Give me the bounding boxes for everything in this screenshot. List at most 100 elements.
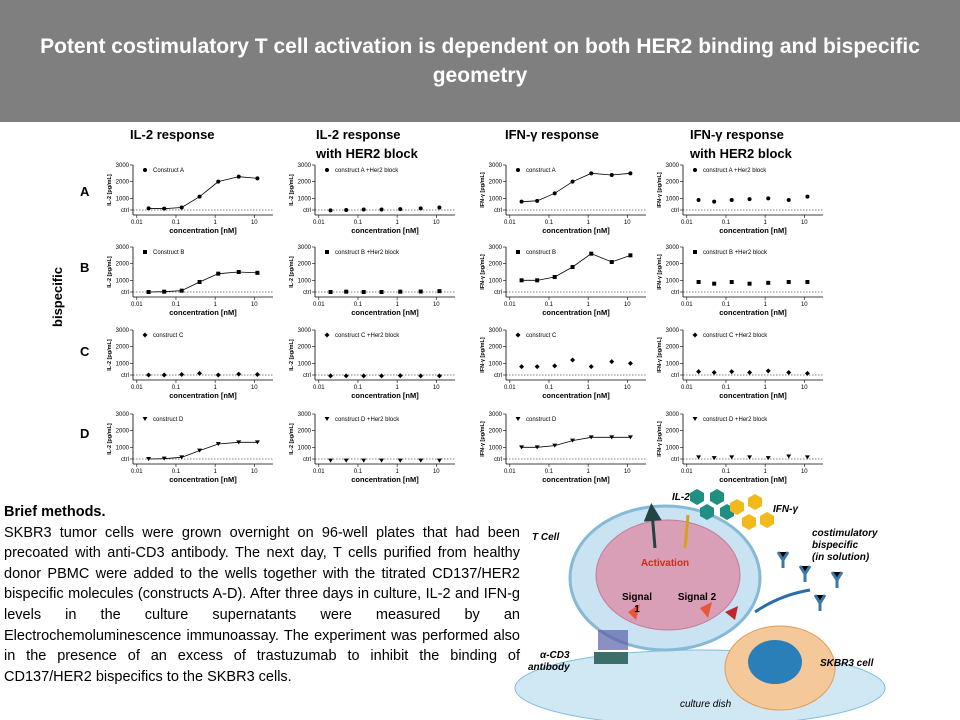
point bbox=[786, 198, 791, 202]
legend: construct C +Her2 block bbox=[703, 333, 768, 339]
x-axis-label: concentration [nM] bbox=[351, 226, 419, 235]
x-tick-label: 0.01 bbox=[504, 302, 516, 308]
legend-marker bbox=[143, 168, 147, 172]
point bbox=[628, 253, 633, 258]
point bbox=[215, 442, 221, 446]
x-tick-label: 10 bbox=[433, 302, 440, 308]
point bbox=[804, 370, 810, 376]
y-tick-label: ctrl bbox=[303, 290, 311, 296]
x-tick-label: 10 bbox=[624, 302, 631, 308]
point bbox=[747, 370, 753, 375]
legend: construct C +Her2 block bbox=[335, 333, 400, 339]
plot: ctrl 1000 2000 3000 0.01 0.1 1 10 concentration … bbox=[480, 412, 646, 484]
legend-marker bbox=[142, 332, 148, 338]
legend-marker bbox=[692, 417, 698, 421]
legend: construct D bbox=[526, 417, 557, 423]
column-header: IFN-γ response bbox=[690, 127, 784, 142]
point bbox=[161, 372, 167, 378]
x-axis-label: concentration [nM] bbox=[542, 226, 610, 235]
point bbox=[398, 289, 403, 294]
point bbox=[628, 171, 633, 176]
point bbox=[729, 198, 734, 202]
x-tick-label: 0.1 bbox=[172, 469, 181, 475]
x-tick-label: 0.1 bbox=[545, 220, 554, 226]
y-tick-label: 1000 bbox=[116, 361, 130, 367]
legend: construct B +Her2 block bbox=[703, 250, 768, 256]
y-tick-label: 1000 bbox=[489, 278, 503, 284]
label: IL-2 bbox=[672, 492, 690, 503]
label: SKBR3 cell bbox=[820, 658, 874, 669]
x-tick-label: 0.01 bbox=[313, 469, 325, 475]
x-tick-label: 1 bbox=[586, 469, 590, 475]
x-tick-label: 10 bbox=[624, 385, 631, 391]
y-tick-label: 3000 bbox=[489, 328, 503, 334]
point bbox=[552, 275, 557, 279]
y-tick-label: 3000 bbox=[298, 163, 312, 169]
point bbox=[343, 458, 349, 463]
point bbox=[766, 196, 771, 201]
point bbox=[805, 280, 810, 284]
x-tick-label: 10 bbox=[251, 469, 258, 475]
x-tick-label: 0.1 bbox=[354, 220, 363, 226]
legend: construct A +Her2 block bbox=[335, 168, 399, 174]
label: bispecific bbox=[812, 540, 859, 551]
point bbox=[747, 281, 752, 286]
plot: ctrl 1000 2000 3000 0.01 0.1 1 10 concentration … bbox=[107, 328, 273, 400]
y-tick-label: 3000 bbox=[298, 328, 312, 334]
y-tick-label: 3000 bbox=[489, 412, 503, 418]
point bbox=[696, 198, 701, 202]
y-tick-label: 1000 bbox=[666, 278, 680, 284]
point bbox=[711, 456, 717, 461]
x-tick-label: 0.01 bbox=[313, 385, 325, 391]
legend: construct A bbox=[526, 168, 556, 174]
plot: ctrl 1000 2000 3000 0.01 0.1 1 10 concentration … bbox=[480, 163, 646, 235]
point bbox=[437, 205, 442, 210]
y-tick-label: ctrl bbox=[494, 290, 502, 296]
legend-marker bbox=[516, 168, 520, 172]
label: culture dish bbox=[680, 699, 732, 710]
point bbox=[236, 270, 241, 274]
y-tick-label: 1000 bbox=[666, 196, 680, 202]
x-tick-label: 0.1 bbox=[722, 469, 731, 475]
label: Signal 2 bbox=[678, 592, 717, 603]
x-tick-label: 1 bbox=[586, 385, 590, 391]
legend-marker bbox=[515, 332, 521, 338]
skbr3-nucleus bbox=[748, 640, 802, 684]
x-tick-label: 10 bbox=[251, 302, 258, 308]
il2-hexagons bbox=[690, 489, 734, 520]
point bbox=[766, 280, 771, 285]
x-tick-label: 0.01 bbox=[681, 469, 693, 475]
row-label: A bbox=[80, 184, 90, 199]
column-header: with HER2 block bbox=[689, 146, 793, 161]
plot: ctrl 1000 2000 3000 0.01 0.1 1 10 concentration … bbox=[289, 412, 455, 484]
point bbox=[696, 280, 701, 284]
y-axis-label: IFN-γ [pg/mL] bbox=[657, 254, 663, 290]
label: α-CD3 bbox=[540, 650, 570, 661]
label: 1 bbox=[634, 604, 640, 615]
x-tick-label: 10 bbox=[433, 220, 440, 226]
y-axis-label: IL-2 [pg/mL] bbox=[107, 423, 113, 455]
x-axis-label: concentration [nM] bbox=[351, 475, 419, 484]
x-axis-label: concentration [nM] bbox=[351, 391, 419, 400]
point bbox=[255, 176, 260, 181]
y-tick-label: ctrl bbox=[121, 457, 129, 463]
y-axis-label: IFN-γ [pg/mL] bbox=[480, 421, 486, 457]
y-tick-label: 1000 bbox=[298, 361, 312, 367]
x-axis-label: concentration [nM] bbox=[719, 391, 787, 400]
legend: construct B +Her2 block bbox=[335, 250, 400, 256]
title: Potent costimulatory T cell activation i… bbox=[40, 35, 920, 87]
x-axis-label: concentration [nM] bbox=[542, 308, 610, 317]
point bbox=[436, 458, 442, 463]
x-axis-label: concentration [nM] bbox=[169, 308, 237, 317]
y-tick-label: ctrl bbox=[671, 290, 679, 296]
y-tick-label: 3000 bbox=[489, 245, 503, 251]
y-axis-label: IL-2 [pg/mL] bbox=[107, 174, 113, 206]
point bbox=[146, 290, 151, 294]
y-axis-label: IFN-γ [pg/mL] bbox=[480, 254, 486, 290]
x-axis-label: concentration [nM] bbox=[719, 226, 787, 235]
fit-line bbox=[521, 172, 631, 203]
point bbox=[519, 364, 525, 370]
point bbox=[609, 260, 614, 264]
